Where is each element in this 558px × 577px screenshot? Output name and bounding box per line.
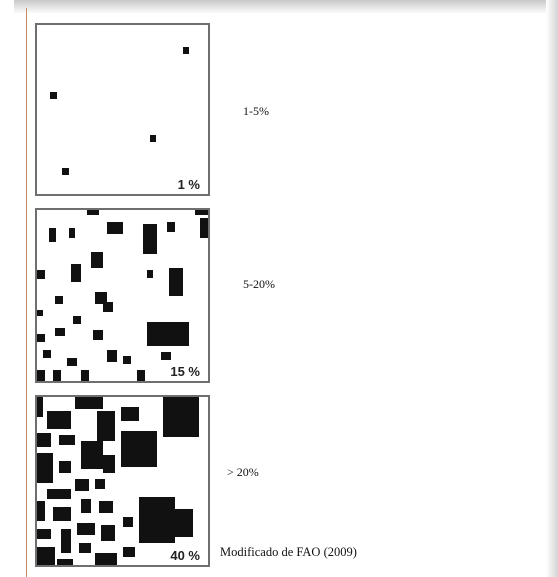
range-label-2: 5-20%: [243, 277, 275, 291]
range-label-3: > 20%: [227, 465, 259, 479]
percent-label: 15 %: [168, 364, 202, 379]
frame-left-border: [26, 8, 27, 577]
range-label-1: 1-5%: [243, 104, 269, 118]
panel-40-percent: 40 %: [35, 395, 210, 567]
percent-label: 40 %: [168, 548, 202, 563]
panel-1-percent: 1 %: [35, 23, 210, 196]
patch-pattern-3: [37, 397, 199, 565]
patch-pattern-2: [37, 210, 208, 381]
panel-15-percent: 15 %: [35, 208, 210, 383]
source-caption: Modificado de FAO (2009): [220, 545, 357, 559]
frame-shadow-right: [546, 0, 558, 577]
percent-label: 1 %: [175, 177, 202, 192]
frame-shadow: [14, 0, 558, 14]
patch-pattern-1: [50, 47, 189, 175]
